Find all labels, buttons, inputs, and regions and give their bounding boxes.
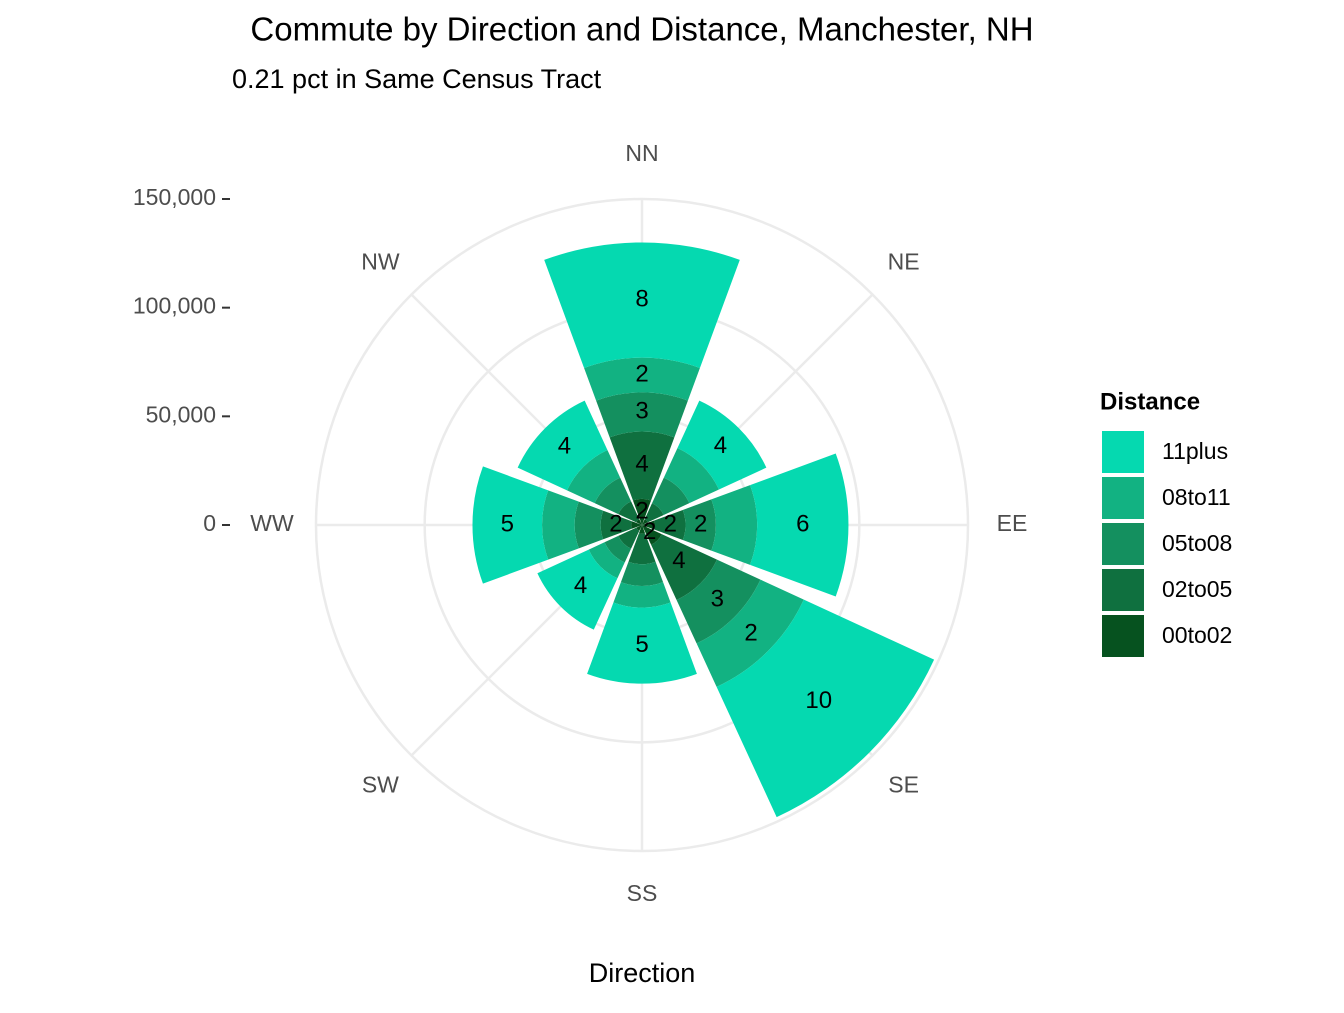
bar-segment: [609, 431, 675, 501]
y-tick-label: 150,000: [133, 184, 216, 210]
segment-label: 8: [635, 285, 648, 312]
segment-label: 4: [558, 433, 571, 460]
bar-segment: [588, 542, 625, 579]
bar-segment: [663, 448, 719, 504]
bar-segment: [642, 520, 656, 530]
segment-label: 5: [635, 631, 648, 658]
bar-segment: [631, 521, 642, 529]
bar-segment: [652, 477, 690, 515]
legend-swatch: [1102, 569, 1144, 611]
segment-label: 2: [664, 510, 677, 537]
segment-label: 5: [501, 510, 514, 537]
bar-segment: [566, 449, 621, 504]
direction-label: NE: [888, 248, 920, 274]
bar-segment: [716, 599, 935, 818]
bar-segment: [750, 453, 849, 597]
direction-label: WW: [250, 510, 294, 536]
bar-segment: [628, 533, 656, 565]
bar-segment: [472, 466, 549, 584]
bar-segment: [636, 525, 642, 531]
legend-title: Distance: [1100, 388, 1200, 415]
bar-segment: [600, 510, 632, 540]
bar-segment: [644, 503, 664, 523]
legend-label: 11plus: [1162, 438, 1228, 464]
segment-label: 3: [635, 397, 648, 424]
bar-segment: [651, 534, 718, 601]
segment-label: 2: [609, 510, 622, 537]
direction-label: NN: [625, 140, 658, 166]
bar-segment: [613, 582, 671, 608]
legend-swatch: [1102, 615, 1144, 657]
segment-label: 2: [744, 619, 757, 646]
bar-segment: [604, 535, 632, 563]
segment-label: 4: [672, 547, 685, 574]
direction-label: EE: [997, 510, 1028, 536]
segment-label: 2: [635, 360, 648, 387]
bar-segment: [594, 477, 632, 515]
bar-segment: [517, 400, 608, 491]
direction-label: SW: [362, 772, 399, 798]
bar-segment: [544, 242, 740, 368]
chart-title: Commute by Direction and Distance, Manch…: [250, 11, 1033, 48]
bar-segment: [696, 579, 804, 687]
direction-label: NW: [361, 248, 400, 274]
y-tick-label: 100,000: [133, 293, 216, 319]
bar-segment: [638, 525, 646, 534]
legend-label: 02to05: [1162, 576, 1232, 602]
bar-segment: [618, 527, 640, 549]
bar-segment: [574, 501, 604, 549]
legend-label: 05to08: [1162, 530, 1232, 556]
bar-segment: [642, 519, 648, 525]
direction-label: SS: [627, 880, 658, 906]
legend-label: 00to02: [1162, 622, 1232, 648]
bar-segment: [677, 400, 767, 490]
bar-segment: [636, 519, 642, 525]
legend-swatch: [1102, 523, 1144, 565]
segment-label: 6: [796, 510, 809, 537]
bar-segment: [618, 501, 640, 523]
legend-label: 08to11: [1162, 484, 1231, 510]
bar-segment: [632, 498, 652, 525]
segment-label: 4: [714, 432, 727, 459]
bar-segment: [711, 485, 758, 565]
segment-label: 10: [805, 687, 832, 714]
segment-label: 3: [711, 586, 724, 613]
direction-label: SE: [888, 772, 919, 798]
y-tick-label: 50,000: [146, 401, 216, 427]
segment-label: 4: [635, 451, 648, 478]
segment-label: 4: [574, 572, 587, 599]
x-axis-title: Direction: [589, 958, 696, 988]
y-tick-label: 0: [203, 510, 216, 536]
chart-subtitle: 0.21 pct in Same Census Tract: [232, 64, 602, 94]
bar-segment: [654, 509, 686, 541]
bar-segment: [642, 525, 662, 545]
segment-label: 2: [694, 510, 707, 537]
bar-segment: [620, 561, 664, 586]
bar-segment: [682, 499, 716, 551]
bar-segment: [676, 559, 761, 644]
bar-segment: [584, 357, 700, 401]
segment-label: 2: [635, 497, 648, 524]
bar-segment: [537, 549, 618, 630]
bar-segment: [542, 490, 579, 560]
bars: [472, 242, 935, 818]
legend-swatch: [1102, 477, 1144, 519]
bar-segment: [596, 392, 688, 438]
legend-swatch: [1102, 431, 1144, 473]
bar-segment: [587, 602, 697, 684]
segment-label: 2: [643, 518, 656, 545]
